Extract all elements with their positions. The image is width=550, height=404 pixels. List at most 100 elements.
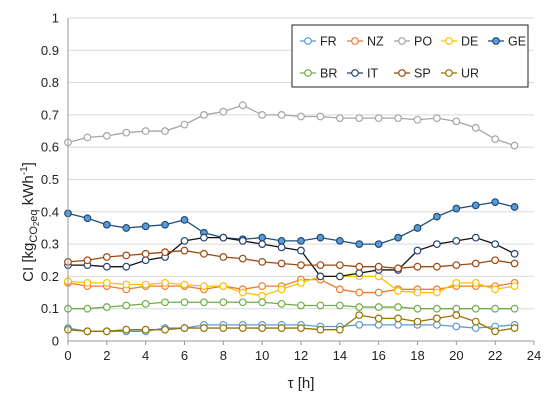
data-point-ur <box>180 324 189 332</box>
data-point-ur <box>413 317 422 326</box>
data-point-de <box>471 278 480 287</box>
series-line-de <box>67 275 515 297</box>
data-point-ur <box>238 324 247 332</box>
data-point-br <box>471 304 480 313</box>
data-point-po <box>433 114 441 123</box>
y-tick-label: 0.8 <box>41 75 59 90</box>
data-point-sp <box>122 251 131 260</box>
data-point-po <box>161 127 169 135</box>
data-point-ge <box>297 236 305 245</box>
y-label-main: CI [kg <box>20 243 37 282</box>
data-point-nz <box>374 288 383 297</box>
y-tick-label: 0.5 <box>41 172 59 187</box>
data-point-de <box>161 278 169 287</box>
data-point-fr <box>355 320 364 329</box>
data-point-br <box>413 304 422 313</box>
data-point-sp <box>433 262 441 271</box>
data-point-de <box>258 291 267 300</box>
y-label-sub-eq: eq <box>28 209 40 221</box>
y-tick-label: 0.6 <box>41 140 59 155</box>
legend-swatch-marker <box>304 69 312 77</box>
data-point-ur <box>355 311 364 320</box>
data-point-it <box>297 246 305 255</box>
y-label-unit: kWh <box>20 175 37 209</box>
data-point-it <box>471 233 480 242</box>
legend-swatch-marker <box>398 69 406 77</box>
series-ur <box>64 311 519 336</box>
data-point-ge <box>122 224 131 232</box>
data-point-sp <box>510 259 519 268</box>
data-point-nz <box>335 285 344 294</box>
y-tick-label: 0.7 <box>41 107 59 122</box>
data-point-ur <box>102 327 111 336</box>
y-tick-label: 1 <box>52 11 59 26</box>
data-point-po <box>316 112 325 121</box>
data-point-po <box>394 114 402 123</box>
data-point-po <box>102 131 111 140</box>
data-point-po <box>491 135 500 144</box>
data-point-sp <box>316 261 325 269</box>
y-label-sup: -1 <box>19 166 30 175</box>
data-point-ur <box>141 325 150 334</box>
data-point-po <box>413 115 422 124</box>
data-point-br <box>161 298 169 307</box>
data-point-po <box>277 110 286 119</box>
data-point-ur <box>161 325 169 334</box>
data-point-nz <box>355 288 364 297</box>
data-point-ur <box>258 324 267 332</box>
data-point-sp <box>102 253 111 261</box>
data-point-sp <box>297 261 305 269</box>
data-point-de <box>510 282 519 290</box>
legend-item-de: DE <box>441 35 478 49</box>
data-point-br <box>355 303 364 311</box>
series-ge <box>64 198 519 249</box>
data-point-de <box>219 282 228 290</box>
legend-box <box>291 24 529 88</box>
legend-label: DE <box>461 35 478 49</box>
data-point-ur <box>471 317 480 326</box>
data-point-po <box>510 141 519 150</box>
data-point-it <box>510 249 519 258</box>
data-point-br <box>122 301 131 310</box>
x-tick-label: 24 <box>527 348 541 363</box>
legend-swatch-marker <box>351 37 359 45</box>
data-point-sp <box>161 248 169 257</box>
y-label-sub-co: CO <box>28 226 40 243</box>
data-point-it <box>316 272 325 281</box>
data-point-it <box>141 256 150 265</box>
data-point-br <box>297 301 305 310</box>
data-point-po <box>471 123 480 132</box>
series-line-ge <box>67 201 515 245</box>
data-point-br <box>258 298 267 307</box>
y-axis-label: CI [kgCO2eq kWh-1] <box>19 162 41 282</box>
data-point-po <box>200 110 208 119</box>
data-point-sp <box>355 262 364 271</box>
data-point-fr <box>374 320 383 329</box>
series-de <box>64 272 519 300</box>
data-point-ur <box>491 327 500 336</box>
tick-labels: 00.10.20.30.40.50.60.70.80.910 2 4 6 8 10 12 14… <box>41 11 541 364</box>
data-point-ur <box>83 327 92 336</box>
data-point-br <box>374 303 383 311</box>
data-point-ur <box>374 314 383 323</box>
data-point-po <box>374 114 383 123</box>
data-point-de <box>83 278 92 287</box>
data-point-ge <box>433 212 441 221</box>
y-tick-label: 0.3 <box>41 237 59 252</box>
data-point-sp <box>471 259 480 268</box>
series-line-it <box>68 236 515 278</box>
data-point-it <box>452 236 461 245</box>
legend-label: IT <box>367 67 378 81</box>
x-tick-label: 14 <box>333 348 347 363</box>
x-tick-label: 8 <box>220 348 227 363</box>
data-point-po <box>297 112 305 121</box>
data-point-po <box>180 120 189 129</box>
series-sp <box>64 246 519 273</box>
legend-label: UR <box>461 67 479 81</box>
data-point-po <box>83 133 92 142</box>
legend-item-po: PO <box>394 35 432 49</box>
data-point-po <box>452 117 461 126</box>
data-point-ge <box>355 240 364 249</box>
data-point-sp <box>374 262 383 271</box>
